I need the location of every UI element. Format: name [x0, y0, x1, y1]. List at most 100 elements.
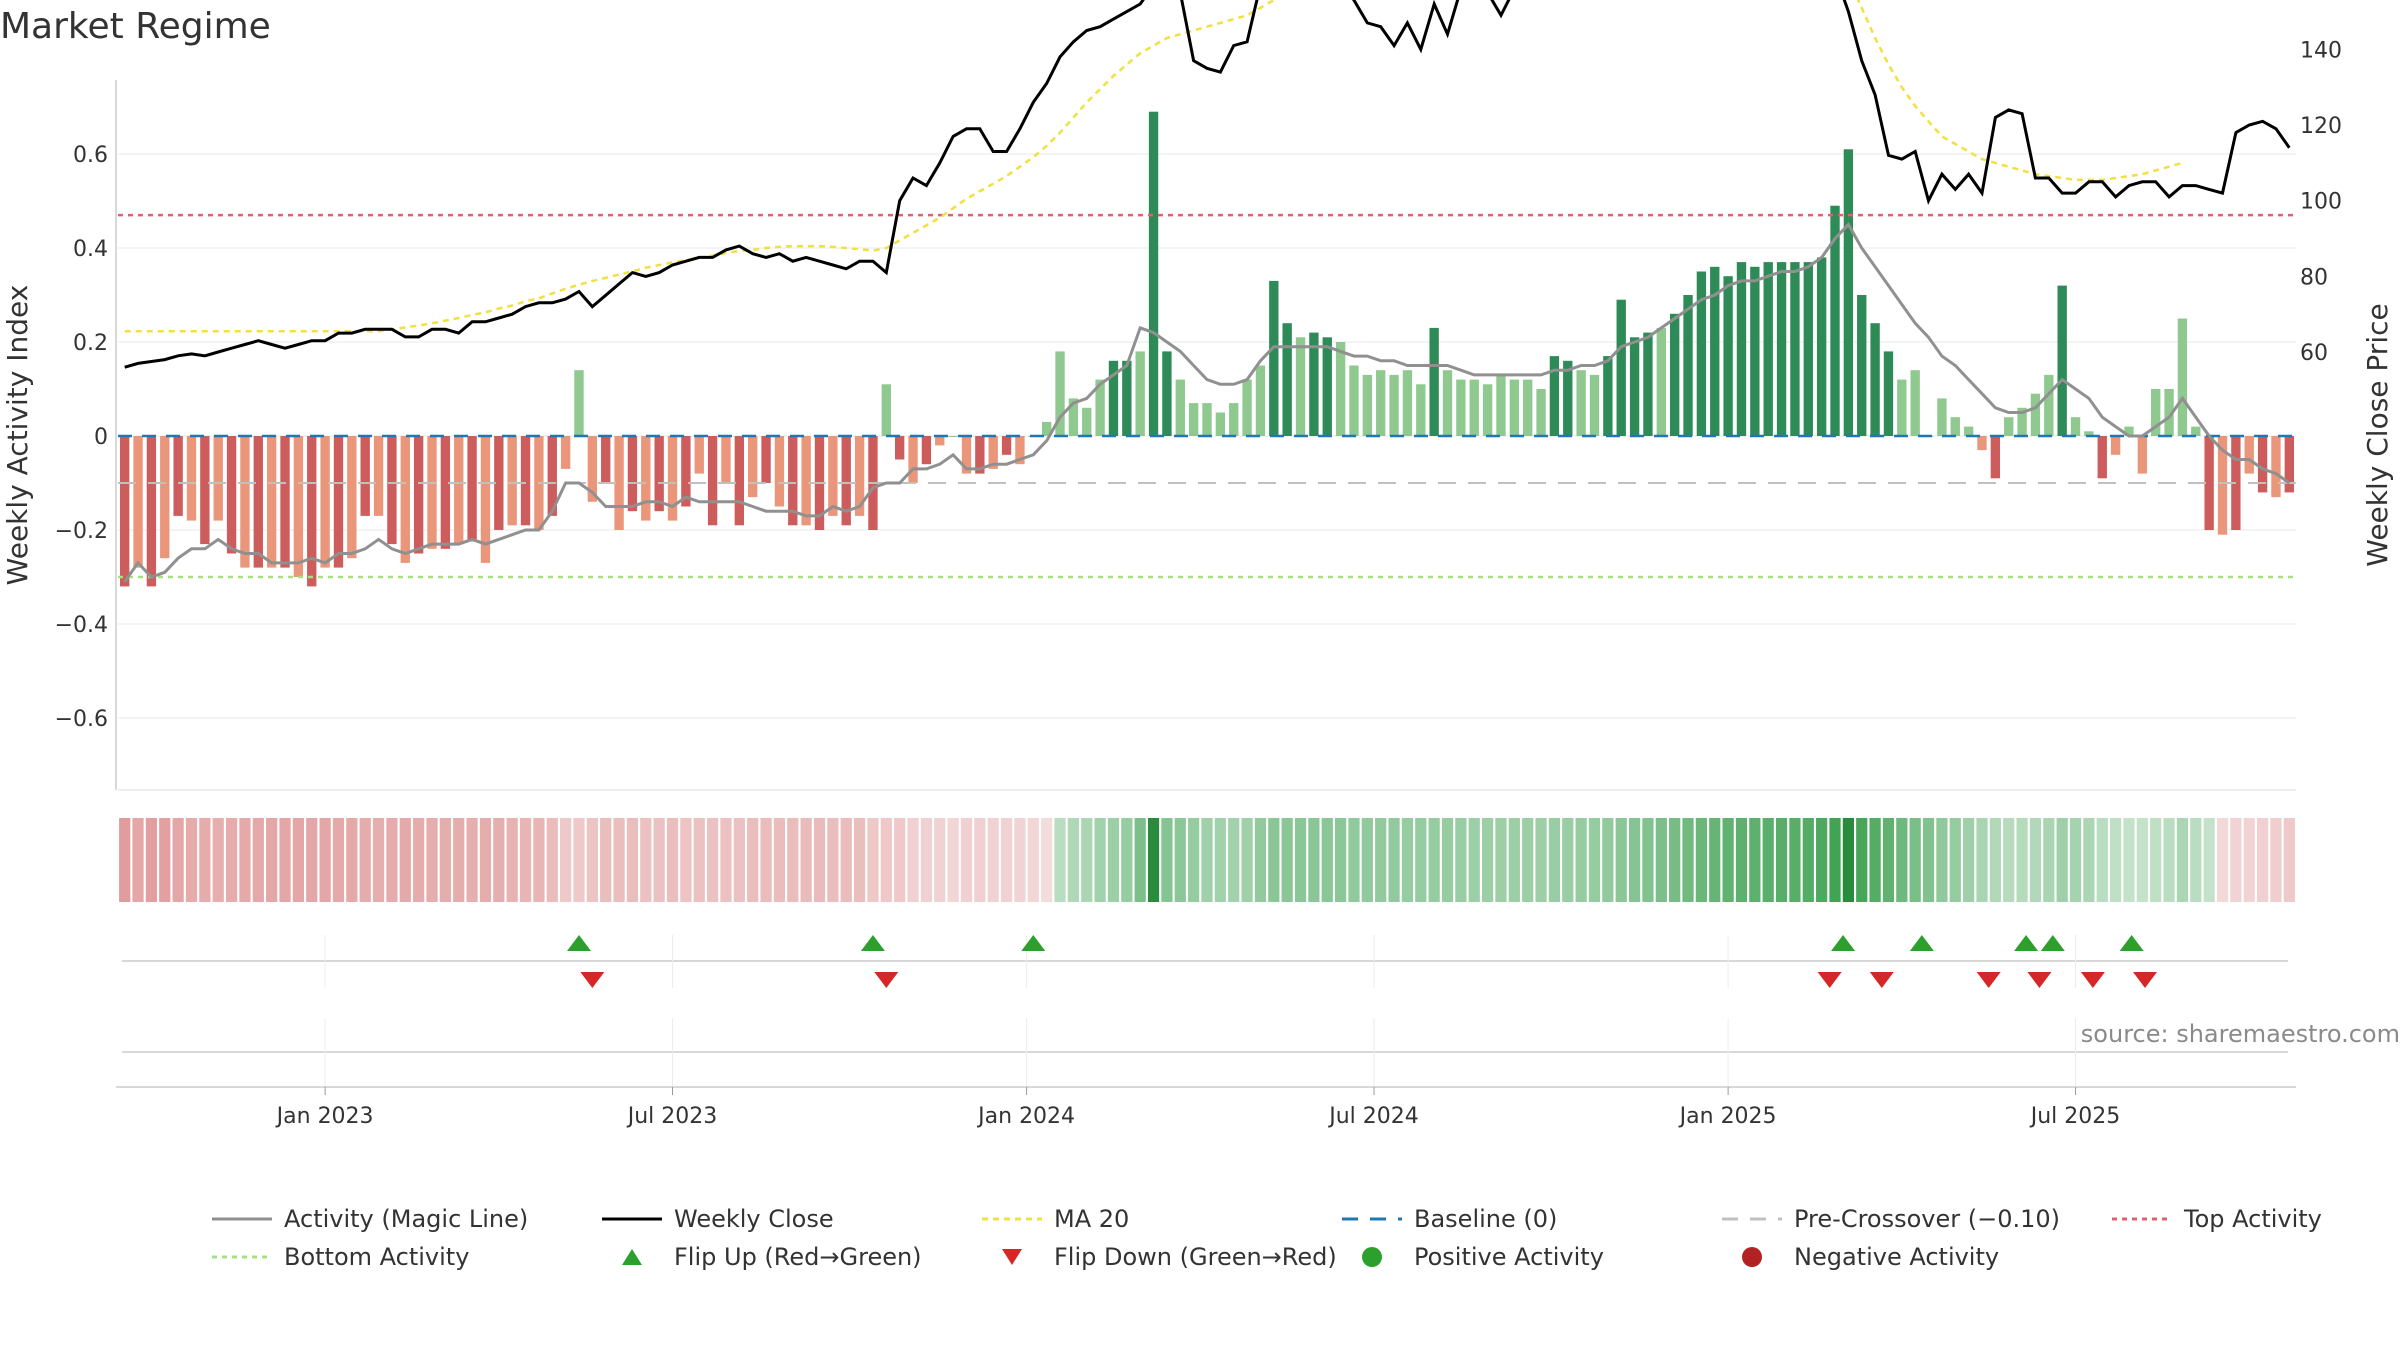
activity-bar	[587, 436, 598, 502]
heat-cell	[800, 818, 812, 902]
legend-swatch-pre	[1720, 1207, 1784, 1231]
heat-cell	[2190, 818, 2202, 902]
heat-cell	[2056, 818, 2068, 902]
heat-cell	[853, 818, 866, 902]
legend-swatch-close	[600, 1207, 664, 1231]
activity-bar	[1202, 403, 1212, 436]
activity-bar	[133, 436, 143, 568]
activity-bar	[841, 436, 851, 526]
activity-bar	[1950, 417, 1960, 436]
heat-cell	[506, 818, 518, 902]
activity-bar	[694, 436, 704, 474]
heat-cell	[653, 818, 665, 902]
heat-cell	[1268, 818, 1280, 902]
activity-bar	[2217, 436, 2228, 535]
activity-bar	[1683, 295, 1693, 436]
heat-cell	[1896, 818, 1908, 902]
heat-cell	[1682, 818, 1694, 902]
x-tick-label-5: Jul 2025	[2029, 1104, 2121, 1129]
flip-down-marker	[874, 972, 899, 988]
activity-bar	[1937, 398, 1947, 436]
activity-bar	[307, 436, 317, 587]
heat-cell	[560, 818, 572, 902]
activity-bar	[1643, 332, 1653, 436]
heat-cell	[1428, 818, 1440, 902]
heat-cell	[840, 818, 852, 902]
heat-cell	[1628, 818, 1641, 902]
heat-cell	[1802, 818, 1814, 902]
heat-cell	[1000, 818, 1013, 902]
activity-bar	[1095, 379, 1105, 436]
activity-bar	[734, 436, 745, 526]
heat-cell	[1027, 818, 1039, 902]
y-tick-left-5: 0.4	[73, 237, 108, 262]
heat-cell	[1121, 818, 1133, 902]
heat-cell	[1722, 818, 1734, 902]
heat-cell	[1522, 818, 1534, 902]
legend-item-close: Weekly Close	[600, 1205, 834, 1233]
activity-bar	[454, 436, 464, 545]
heat-cell	[2110, 818, 2122, 902]
heat-cell	[813, 818, 826, 902]
activity-bar	[1603, 356, 1613, 436]
heat-cell	[1041, 818, 1053, 902]
activity-bar	[1616, 299, 1626, 436]
activity-bar	[2177, 318, 2188, 436]
activity-bar	[494, 436, 504, 530]
activity-bar	[266, 436, 277, 568]
activity-bar	[1215, 412, 1226, 436]
heat-cell	[332, 818, 345, 902]
activity-bar	[961, 436, 972, 474]
heat-cell	[2123, 818, 2135, 902]
activity-bar	[2110, 436, 2121, 455]
activity-bar	[1349, 365, 1359, 436]
heat-cell	[1762, 818, 1774, 902]
heat-cell	[1107, 818, 1120, 902]
heat-cell	[947, 818, 959, 902]
activity-bar	[1669, 313, 1680, 436]
flip-up-marker	[2040, 935, 2065, 951]
heat-cell	[934, 818, 946, 902]
activity-bar	[347, 436, 357, 559]
heat-cell	[2043, 818, 2055, 902]
heat-cell	[2136, 818, 2148, 902]
flip-down-marker	[1817, 972, 1842, 988]
activity-bar	[1990, 436, 2001, 479]
activity-bar	[1563, 360, 1573, 436]
magic-line	[123, 221, 2291, 583]
activity-bar	[601, 436, 611, 483]
heat-cell	[439, 818, 451, 902]
x-tick-label-4: Jan 2025	[1678, 1104, 1777, 1129]
heat-cell	[413, 818, 425, 902]
activity-bar	[1723, 276, 1733, 436]
activity-bar	[641, 436, 651, 521]
activity-bar	[1790, 262, 1800, 436]
heat-cell	[2069, 818, 2082, 902]
activity-bar	[2030, 393, 2041, 436]
activity-bar	[200, 436, 210, 545]
activity-bar	[1963, 426, 1974, 436]
heat-cell	[1054, 818, 1066, 902]
activity-bar	[2271, 436, 2281, 498]
heat-cell	[1174, 818, 1186, 902]
heat-cell	[1294, 818, 1307, 902]
heat-cell	[1856, 818, 1868, 902]
activity-bar	[1376, 370, 1386, 436]
activity-bar	[1629, 337, 1640, 436]
regime-heat-strip	[119, 818, 2295, 902]
heat-cell	[1335, 818, 1347, 902]
heat-cell	[466, 818, 478, 902]
heat-cell	[1415, 818, 1427, 902]
activity-bar	[881, 384, 891, 436]
heat-cell	[600, 818, 612, 902]
legend-item-top: Top Activity	[2110, 1205, 2322, 1233]
activity-bar	[1857, 295, 1867, 436]
activity-bar	[788, 436, 798, 526]
activity-bar	[1108, 360, 1119, 436]
heat-cell	[1655, 818, 1667, 902]
y-axis-left-title: Weekly Activity Index	[1, 285, 34, 586]
heat-cell	[546, 818, 558, 902]
heat-cell	[680, 818, 692, 902]
activity-bar	[1589, 374, 1600, 436]
heat-cell	[1161, 818, 1173, 902]
